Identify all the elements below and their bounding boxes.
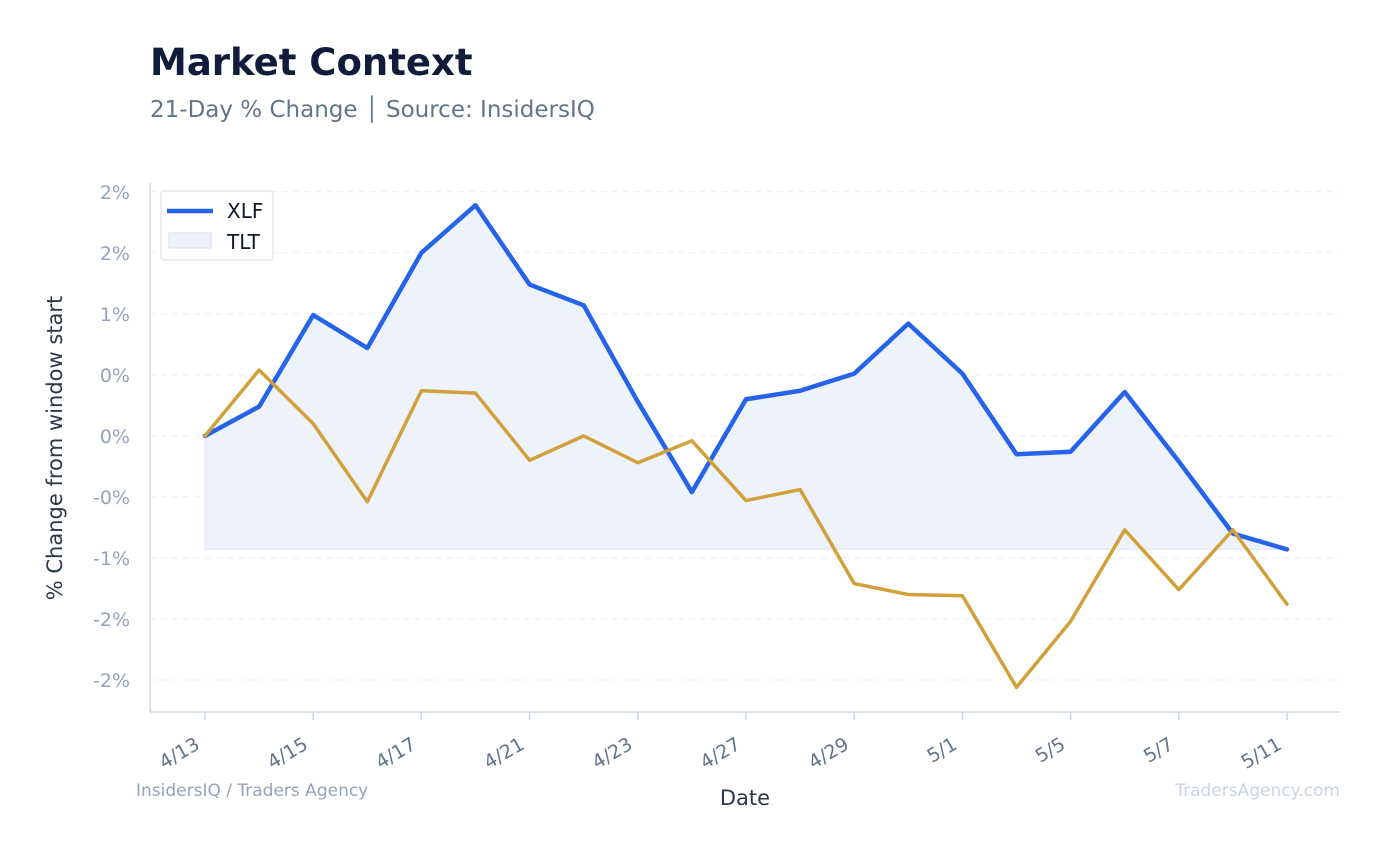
- y-tick-label: 0%: [100, 365, 130, 387]
- footer-credit: InsidersIQ / Traders Agency: [136, 781, 368, 801]
- legend: XLF TLT: [160, 190, 274, 261]
- x-tick-label: 5/7: [1140, 733, 1177, 767]
- x-tick-label: 5/5: [1032, 733, 1069, 767]
- series-layer: [202, 202, 1290, 690]
- x-tick-label: 4/23: [588, 733, 636, 773]
- x-tick-label: 4/21: [480, 733, 528, 773]
- y-tick-label: 1%: [100, 304, 130, 326]
- y-tick-label: -2%: [93, 609, 130, 631]
- legend-label-tlt: TLT: [226, 230, 261, 254]
- series-line-xlf: [202, 202, 1290, 552]
- x-tick-label: 4/13: [156, 733, 204, 773]
- y-axis-label: % Change from window start: [43, 296, 67, 601]
- legend-label-xlf: XLF: [227, 199, 263, 223]
- y-tick-label: -1%: [93, 548, 130, 570]
- chart-subtitle: 21-Day % Change │ Source: InsidersIQ: [150, 95, 595, 123]
- chart-title: Market Context: [150, 41, 473, 84]
- y-tick-label: 2%: [100, 243, 130, 265]
- y-tick-label: 0%: [100, 426, 130, 448]
- series-fill-xlf: [204, 204, 1288, 550]
- x-tick-label: 5/1: [923, 733, 960, 767]
- fill-layer: [204, 204, 1288, 550]
- x-tick-label: 4/29: [805, 733, 853, 773]
- y-tick-label: 2%: [100, 182, 130, 204]
- x-tick-label: 5/11: [1238, 733, 1286, 773]
- x-tick-label: 4/15: [264, 733, 312, 773]
- x-tick-label: 4/17: [372, 733, 420, 773]
- y-tick-label: -2%: [93, 670, 130, 692]
- x-tick-label: 4/27: [697, 733, 745, 773]
- legend-swatch-tlt: [168, 232, 212, 249]
- footer-website: TradersAgency.com: [1174, 781, 1340, 801]
- series-line-tlt: [203, 368, 1289, 690]
- y-tick-label: -0%: [93, 487, 130, 509]
- y-tick-labels: 2% 2% 1% 0% 0% -0% -1% -2% -2%: [93, 182, 130, 692]
- x-axis-label: Date: [720, 786, 770, 810]
- x-tick-labels: 4/13 4/15 4/17 4/21 4/23 4/27 4/29 5/1 5/5 5/7 5/1…: [156, 712, 1288, 774]
